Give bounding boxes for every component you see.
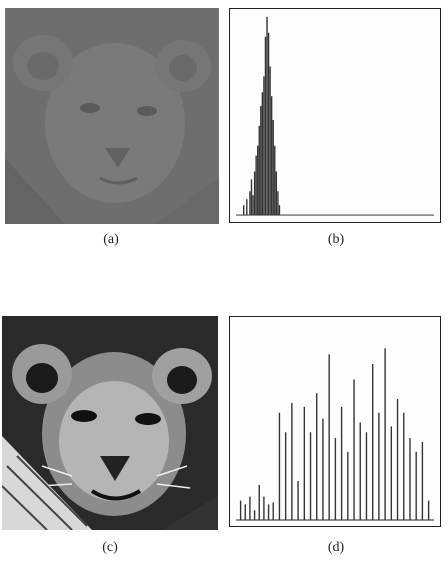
caption-a: (a) [103, 232, 119, 247]
caption-b: (b) [327, 232, 345, 247]
histogram-d-plot [235, 348, 435, 521]
caption-c: (c) [102, 540, 118, 555]
histogram-b [229, 8, 441, 223]
histogram-d [229, 316, 441, 527]
photo-c-equalized [2, 316, 218, 530]
photo-a-low-contrast [5, 8, 219, 224]
histogram-b-plot [235, 16, 435, 216]
lion-cub-image-equalized [2, 316, 218, 530]
lion-cub-image-low-contrast [5, 8, 219, 224]
caption-d: (d) [327, 540, 345, 555]
